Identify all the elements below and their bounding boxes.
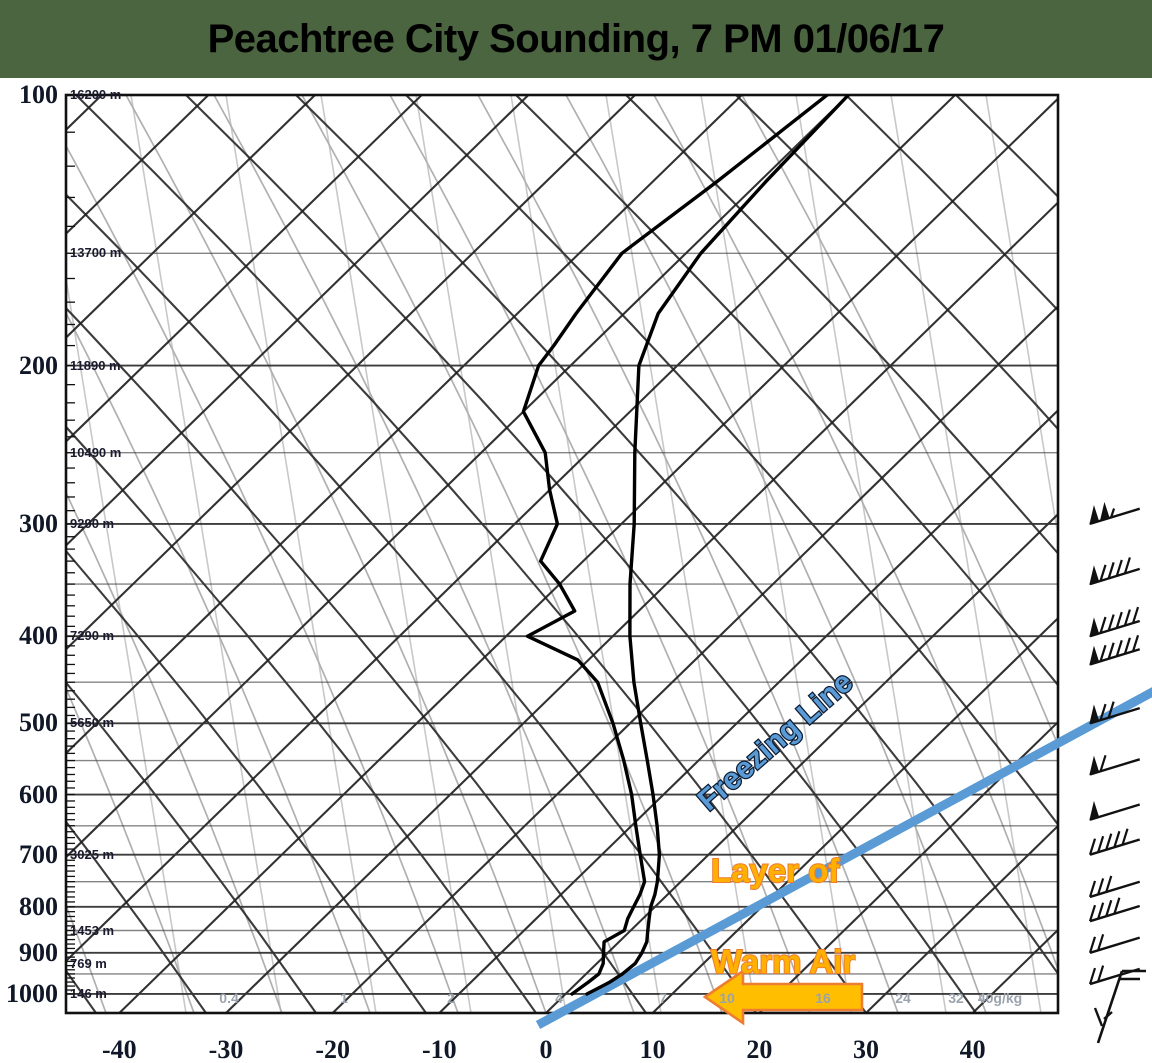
pressure-tick-label: 300 <box>19 508 58 538</box>
pressure-tick-label: 900 <box>19 937 58 967</box>
wind-barb <box>1089 501 1141 526</box>
mixing-ratio-label: 4 <box>555 990 563 1006</box>
height-label: 3025 m <box>70 846 115 862</box>
wind-barb <box>1089 754 1141 776</box>
wind-barb <box>1088 828 1141 856</box>
wind-barb <box>1088 897 1141 923</box>
wind-barb <box>1089 701 1141 725</box>
temperature-tick-label: -20 <box>315 1035 350 1063</box>
mixing-ratio-label: 16 <box>815 990 831 1006</box>
height-label: 9290 m <box>70 515 115 531</box>
temperature-tick-label: 40 <box>959 1035 986 1063</box>
wind-barb <box>1089 634 1141 666</box>
mixing-ratio-label: 32 <box>948 990 964 1006</box>
freezing-line <box>535 687 1152 1029</box>
height-label: 13700 m <box>70 245 122 261</box>
mixing-ratio-label: 40g/kg <box>977 990 1023 1006</box>
warm-air-arrow <box>702 968 864 1026</box>
wind-barb <box>1089 800 1141 821</box>
wind-barb <box>1088 875 1141 899</box>
temperature-tick-label: -30 <box>208 1035 244 1063</box>
dewpoint-trace <box>521 95 829 996</box>
sounding-traces <box>521 95 851 996</box>
mixing-ratio-label: 1 <box>340 990 348 1006</box>
warm-layer-label-bottom: Warm Air <box>710 942 856 981</box>
height-label: 146 m <box>70 985 107 1001</box>
temperature-tick-label: 20 <box>746 1035 773 1063</box>
pressure-tick-marks <box>66 94 75 995</box>
warm-layer-label-top: Layer of <box>710 851 840 890</box>
wind-barb <box>1088 965 1141 986</box>
height-label: 1453 m <box>70 922 115 938</box>
pressure-tick-label: 500 <box>19 708 58 738</box>
pressure-tick-label: 1000 <box>6 978 58 1008</box>
pressure-tick-label: 700 <box>19 839 58 869</box>
skewt-canvas <box>64 93 1152 1044</box>
grid-lines <box>66 95 1058 1013</box>
mixing-ratio-label: 7 <box>659 990 667 1006</box>
height-label: 769 m <box>70 955 107 971</box>
pressure-tick-label: 200 <box>19 350 58 380</box>
skewt-chart: 100 200 300 400 500 600 700 800 900 1000 -40 -30 -20… <box>0 78 1152 1063</box>
mixing-ratio-label: 24 <box>895 990 911 1006</box>
mixing-ratio-label: 0.4 <box>219 990 239 1006</box>
temperature-tick-label: -10 <box>421 1035 457 1063</box>
height-label: 10490 m <box>70 444 122 460</box>
temperature-tick-label: 10 <box>639 1035 666 1063</box>
mixing-ratio-label: 10 <box>719 990 735 1006</box>
pressure-tick-label: 100 <box>19 80 58 109</box>
height-label: 11890 m <box>70 357 121 373</box>
wind-barb-column <box>1088 501 1141 986</box>
pressure-tick-label: 600 <box>19 779 58 809</box>
wind-barb <box>1088 934 1141 954</box>
pressure-tick-label: 400 <box>19 621 58 651</box>
wind-barb <box>1089 606 1141 638</box>
page-title: Peachtree City Sounding, 7 PM 01/06/17 <box>207 16 945 61</box>
height-label: 16200 m <box>70 87 122 102</box>
pressure-tick-label: 800 <box>19 891 58 921</box>
height-label: 7290 m <box>70 628 115 644</box>
wind-barb <box>1089 557 1141 586</box>
surface-wind-barb <box>1093 969 1146 1044</box>
temperature-trace <box>585 95 851 996</box>
mixing-ratio-label: 2 <box>447 990 455 1006</box>
height-label: 5650 m <box>70 715 115 731</box>
temperature-tick-label: 30 <box>853 1035 879 1063</box>
title-band: Peachtree City Sounding, 7 PM 01/06/17 <box>0 0 1152 78</box>
temperature-tick-label: -40 <box>101 1035 137 1063</box>
temperature-tick-label: 0 <box>539 1035 553 1063</box>
